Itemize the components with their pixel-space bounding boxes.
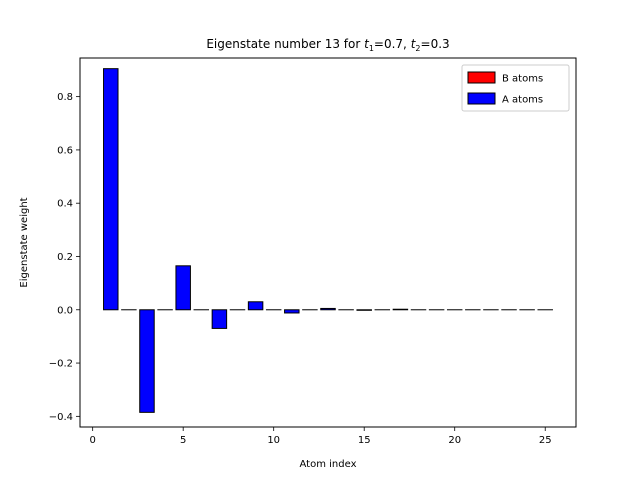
a-atom-bar-1 — [104, 69, 118, 310]
y-tick-label: −0.4 — [49, 412, 73, 423]
y-tick-label: 0.6 — [57, 145, 73, 156]
y-axis-label: Eigenstate weight — [19, 197, 30, 287]
a-atom-bar-13 — [321, 308, 335, 309]
x-tick-label: 0 — [89, 435, 95, 446]
legend-swatch — [468, 72, 495, 83]
y-tick-label: −0.2 — [49, 359, 73, 370]
y-tick-label: 0.2 — [57, 252, 73, 263]
y-tick-label: 0.4 — [57, 199, 73, 210]
title-part: Eigenstate number 13 for — [206, 37, 364, 51]
a-atom-bar-7 — [212, 310, 226, 329]
legend-label: A atoms — [502, 95, 543, 106]
a-atom-bar-3 — [140, 310, 154, 413]
a-atom-bar-11 — [285, 310, 299, 313]
legend-swatch — [468, 93, 495, 104]
title-text: Eigenstate number 13 for t1=0.7, t2=0.3 — [206, 37, 449, 53]
x-tick-label: 25 — [539, 435, 552, 446]
y-tick-label: 0.0 — [57, 305, 73, 316]
a-atom-bar-5 — [176, 266, 190, 310]
a-atom-bar-9 — [248, 302, 262, 310]
x-tick-label: 5 — [180, 435, 186, 446]
chart-title: Eigenstate number 13 for t1=0.7, t2=0.3 — [206, 37, 449, 53]
a-atom-bar-15 — [357, 310, 371, 311]
title-part: =0.7, — [374, 37, 411, 51]
x-tick-label: 20 — [448, 435, 461, 446]
legend: B atoms A atoms — [462, 65, 569, 111]
x-tick-label: 15 — [358, 435, 371, 446]
y-tick-label: 0.8 — [57, 92, 73, 103]
title-part: =0.3 — [421, 37, 450, 51]
x-axis-label: Atom index — [300, 459, 357, 470]
a-atom-bar-17 — [393, 309, 407, 310]
x-tick-label: 10 — [267, 435, 280, 446]
legend-label: B atoms — [502, 74, 543, 85]
